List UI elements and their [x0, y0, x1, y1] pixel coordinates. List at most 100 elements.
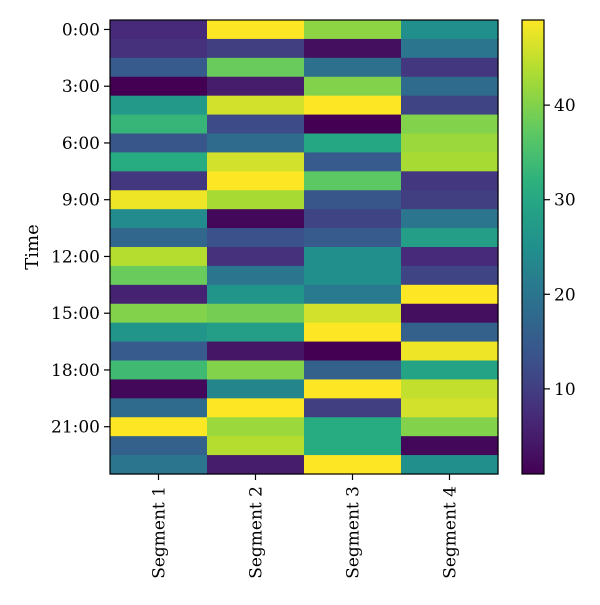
heatmap-cell [110, 379, 208, 399]
heatmap-cell [207, 341, 305, 362]
heatmap-cell [110, 417, 208, 437]
heatmap-cell [110, 57, 208, 78]
heatmap-cell [401, 360, 499, 381]
heatmap-cell [207, 436, 305, 456]
heatmap-cell [401, 436, 499, 456]
heatmap-cell [207, 247, 305, 267]
heatmap-cell [110, 133, 208, 154]
heatmap-cell [401, 133, 499, 154]
heatmap-cell [304, 436, 402, 456]
heatmap-cell [304, 114, 402, 135]
heatmap-cell [110, 190, 208, 210]
heatmap-cell [207, 114, 305, 135]
heatmap-cell [207, 284, 305, 305]
heatmap-cell [401, 114, 499, 135]
heatmap-cell [207, 76, 305, 97]
heatmap-cell [401, 76, 499, 97]
y-tick-label: 9:00 [62, 191, 100, 211]
heatmap-cell [401, 38, 499, 59]
heatmap-cell [401, 152, 499, 172]
heatmap-cell [110, 38, 208, 59]
heatmap-cell [401, 190, 499, 210]
heatmap-cell [110, 228, 208, 248]
heatmap-cell [304, 20, 402, 40]
heatmap-cell [207, 417, 305, 437]
heatmap-cell [401, 265, 499, 286]
heatmap-cell [207, 133, 305, 154]
heatmap-cell [304, 190, 402, 210]
heatmap-cell [110, 360, 208, 381]
heatmap-cell [401, 379, 499, 399]
colorbar-tick-label: 20 [554, 285, 576, 305]
heatmap-cell [110, 20, 208, 40]
colorbar-gradient [521, 19, 545, 475]
heatmap-cell [110, 303, 208, 324]
x-axis-ticks: Segment 1 Segment 2 Segment 3 Segment 4 [150, 474, 461, 579]
heatmap-cell [304, 455, 402, 475]
heatmap-cell [401, 20, 499, 40]
heatmap-cell [304, 209, 402, 229]
y-axis-title: Time [22, 224, 43, 269]
heatmap-cells [110, 20, 499, 475]
heatmap-cell [207, 322, 305, 343]
heatmap-cell [110, 398, 208, 418]
heatmap-cell [110, 284, 208, 305]
heatmap-cell [207, 57, 305, 78]
x-tick-label: Segment 1 [150, 486, 170, 579]
heatmap-cell [401, 303, 499, 324]
heatmap-cell [110, 265, 208, 286]
heatmap-cell [110, 322, 208, 343]
y-tick-label: 18:00 [51, 361, 100, 381]
colorbar: 10 20 30 40 [521, 19, 576, 475]
y-tick-label: 15:00 [51, 304, 100, 324]
y-axis-ticks: 0:00 3:00 6:00 9:00 12:00 15:00 18:00 21:00 [51, 20, 110, 438]
heatmap-cell [401, 247, 499, 267]
heatmap-cell [304, 417, 402, 437]
heatmap-cell [401, 398, 499, 418]
heatmap-cell [207, 360, 305, 381]
y-tick-label: 6:00 [62, 134, 100, 154]
heatmap-cell [304, 171, 402, 191]
colorbar-tick-label: 30 [554, 191, 576, 211]
heatmap-cell [207, 38, 305, 59]
heatmap-cell [304, 341, 402, 362]
heatmap-cell [304, 57, 402, 78]
heatmap-cell [304, 38, 402, 59]
y-tick-label: 0:00 [62, 20, 100, 40]
heatmap-cell [110, 171, 208, 191]
x-tick-label: Segment 3 [344, 486, 364, 579]
y-tick-label: 21:00 [51, 418, 100, 438]
heatmap-cell [304, 303, 402, 324]
heatmap-cell [207, 95, 305, 116]
heatmap-cell [401, 341, 499, 362]
heatmap-cell [401, 95, 499, 116]
heatmap-cell [207, 209, 305, 229]
heatmap-cell [110, 152, 208, 172]
colorbar-tick-label: 10 [554, 380, 576, 400]
heatmap-cell [110, 436, 208, 456]
x-tick-label: Segment 4 [441, 486, 461, 579]
heatmap-cell [401, 171, 499, 191]
heatmap-cell [110, 455, 208, 475]
plot-frame [109, 19, 499, 475]
heatmap-cell [207, 228, 305, 248]
heatmap-cell [110, 95, 208, 116]
heatmap-cell [207, 171, 305, 191]
heatmap-cell [304, 379, 402, 399]
heatmap-cell [207, 303, 305, 324]
heatmap-cell [207, 398, 305, 418]
heatmap-cell [401, 228, 499, 248]
heatmap-cell [304, 228, 402, 248]
heatmap-cell [207, 265, 305, 286]
heatmap-cell [207, 190, 305, 210]
heatmap-cell [207, 152, 305, 172]
heatmap-cell [401, 284, 499, 305]
heatmap-cell [304, 265, 402, 286]
x-tick-label: Segment 2 [247, 486, 267, 579]
heatmap-cell [110, 76, 208, 97]
heatmap-cell [401, 57, 499, 78]
heatmap-cell [110, 114, 208, 135]
heatmap-cell [304, 360, 402, 381]
heatmap-cell [207, 455, 305, 475]
heatmap-cell [110, 209, 208, 229]
